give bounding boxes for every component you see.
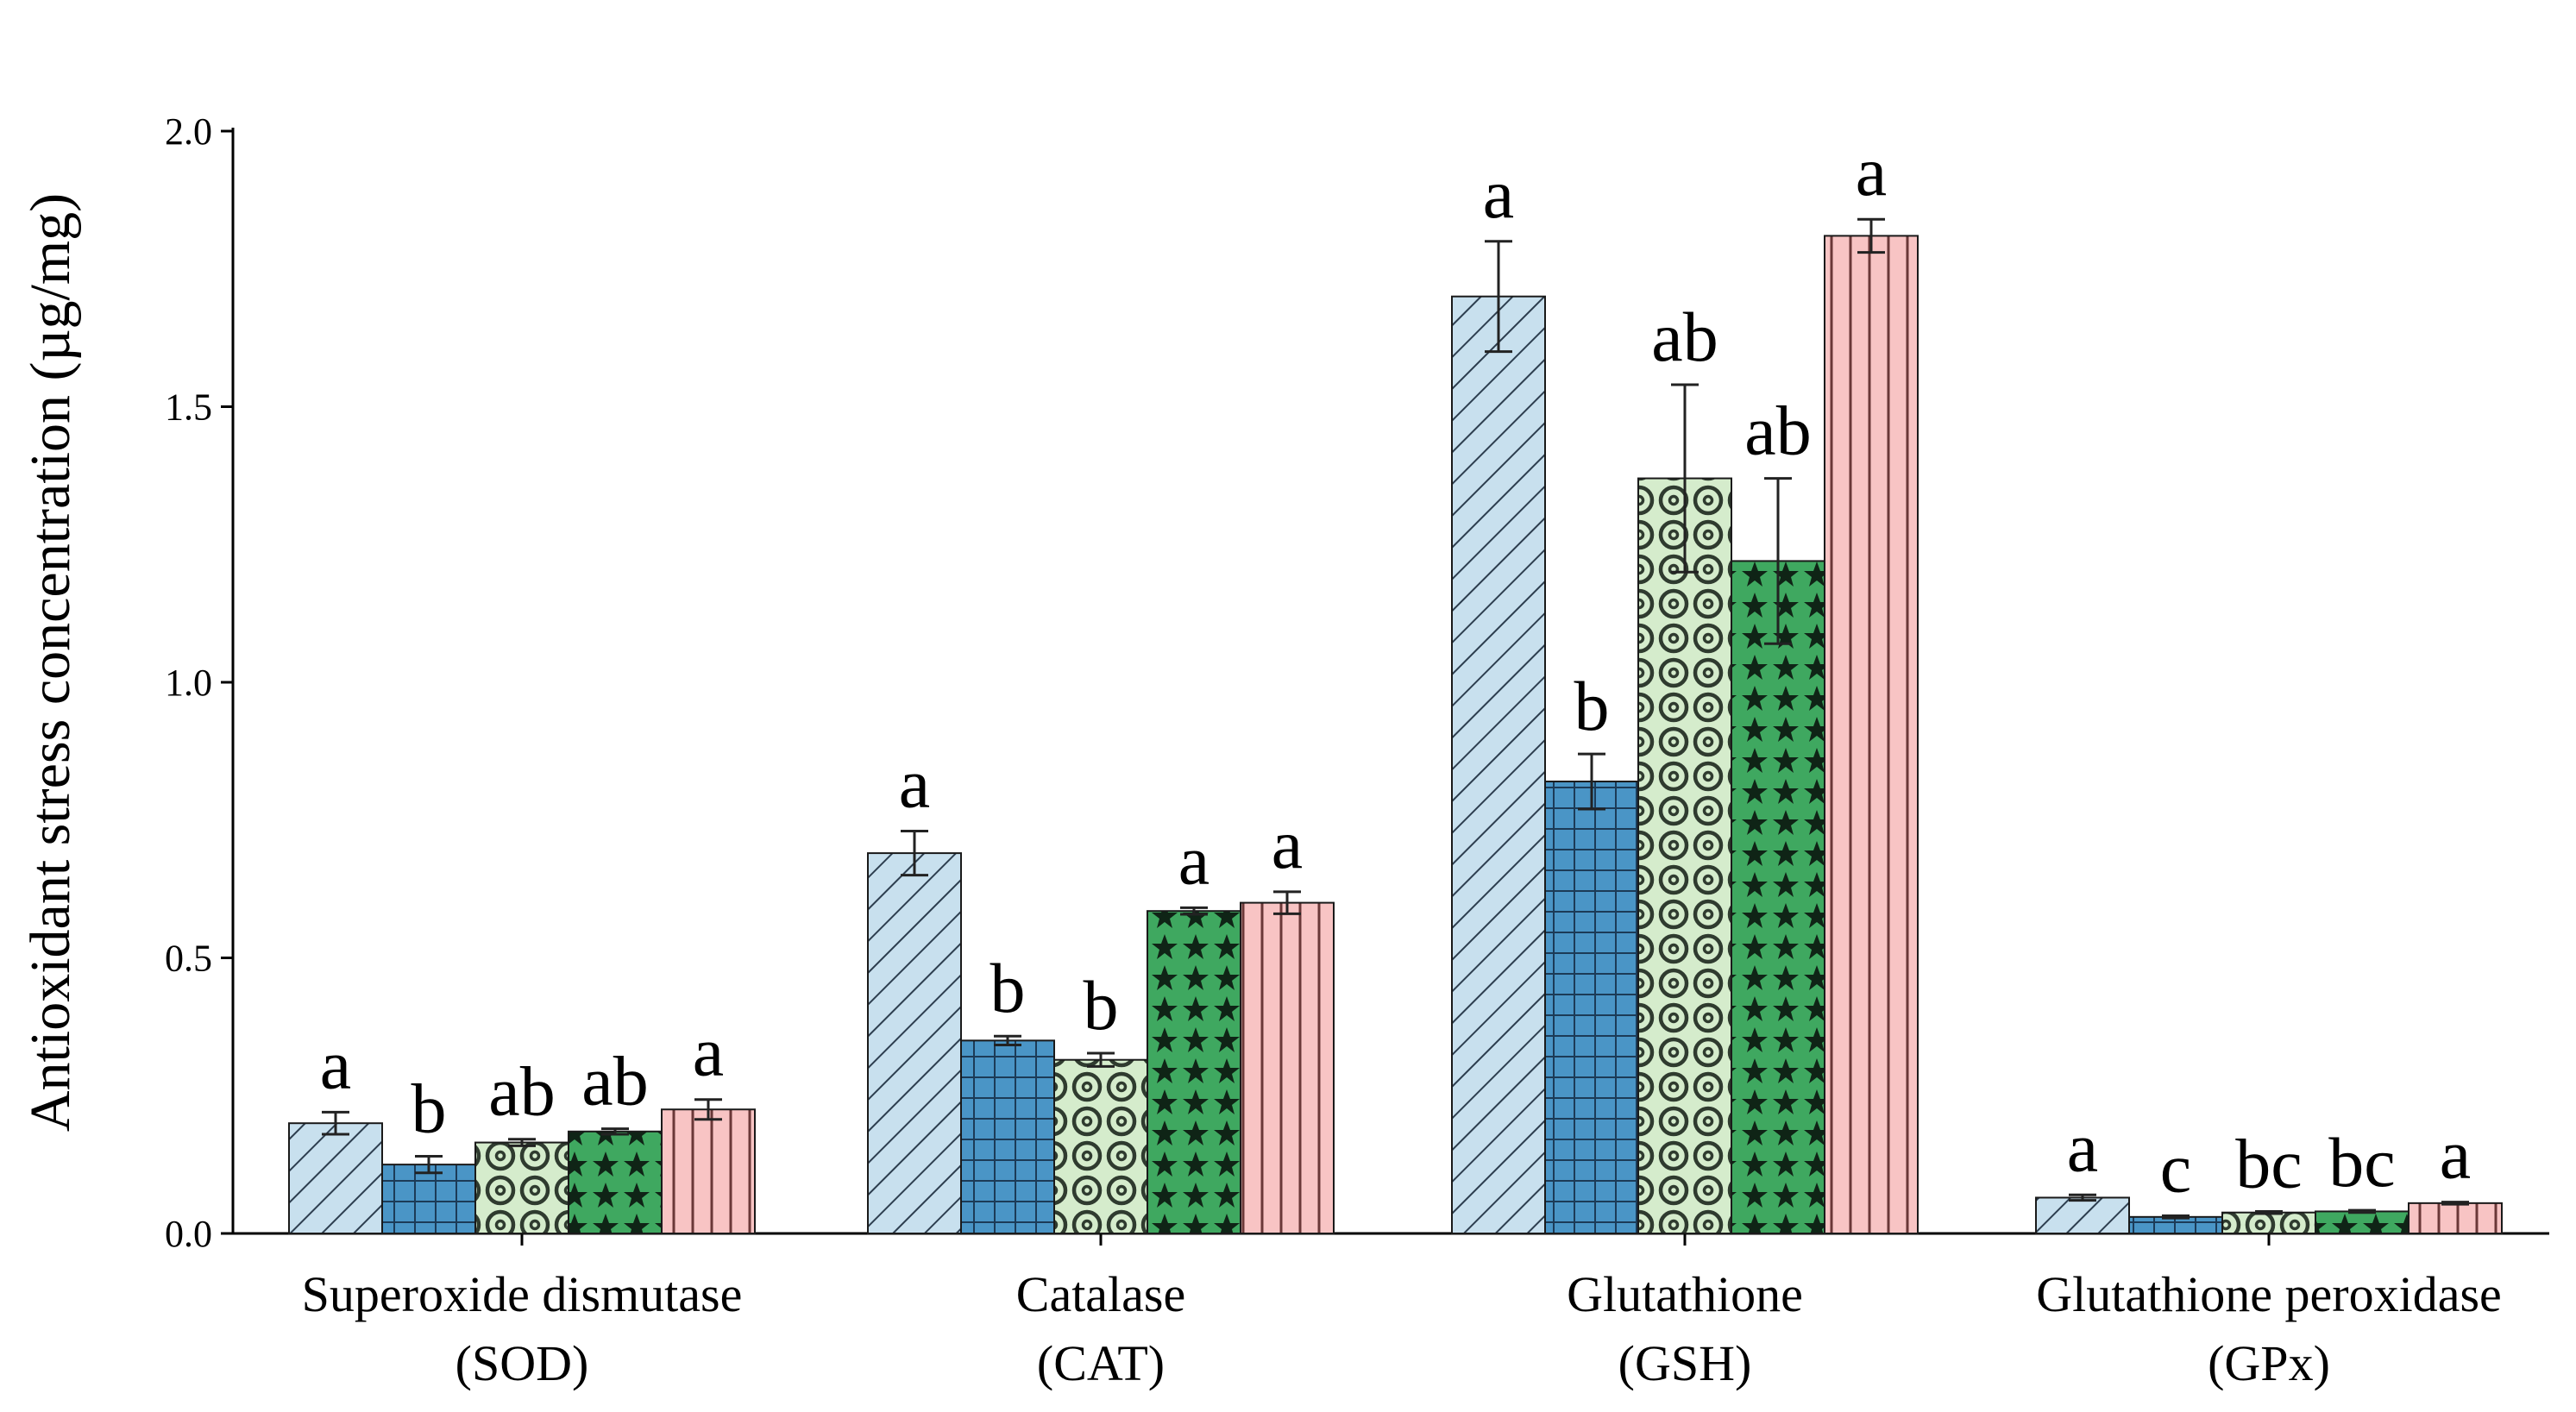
significance-label-gsh-series-3: ab	[1651, 298, 1718, 376]
significance-label-gpx-series-3: bc	[2235, 1124, 2302, 1202]
category-label-gsh-line1: Glutathione	[1567, 1266, 1803, 1322]
y-axis-label: Antioxidant stress concentration (µg/mg)	[19, 193, 82, 1132]
significance-label-sod-series-4: ab	[581, 1042, 648, 1120]
bar-sod-series-5	[661, 1108, 756, 1234]
bar-sod-series-3	[474, 1141, 569, 1234]
significance-label-cat-series-4: a	[1178, 820, 1209, 899]
bar-cat-series-5	[1240, 901, 1335, 1234]
bar-cat-series-2	[960, 1039, 1055, 1234]
y-tick-label: 2.0	[165, 110, 212, 153]
significance-label-sod-series-3: ab	[488, 1052, 555, 1131]
significance-label-sod-series-1: a	[320, 1025, 351, 1103]
bar-gsh-series-4	[1731, 560, 1825, 1234]
bar-gpx-series-5	[2408, 1202, 2503, 1234]
significance-label-gsh-series-5: a	[1856, 132, 1887, 210]
significance-label-gsh-series-2: b	[1574, 667, 1610, 745]
category-label-sod-line1: Superoxide dismutase	[302, 1266, 743, 1322]
y-tick-label: 0.5	[165, 938, 212, 980]
bar-gpx-series-4	[2315, 1210, 2410, 1234]
bar-sod-series-2	[381, 1164, 476, 1234]
category-label-gpx-line1: Glutathione peroxidase	[2036, 1266, 2502, 1322]
bar-gpx-series-2	[2128, 1215, 2223, 1234]
bar-gsh-series-2	[1544, 781, 1639, 1234]
bar-cat-series-4	[1147, 910, 1241, 1235]
bar-gsh-series-3	[1637, 477, 1732, 1234]
category-label-gpx-line2: (GPx)	[2208, 1335, 2330, 1391]
bar-gsh-series-1	[1451, 295, 1546, 1235]
significance-label-gsh-series-1: a	[1483, 154, 1514, 233]
significance-label-cat-series-2: b	[990, 949, 1026, 1027]
significance-label-gpx-series-1: a	[2067, 1108, 2098, 1186]
y-tick-label: 1.0	[165, 662, 212, 704]
bar-cat-series-3	[1053, 1058, 1148, 1234]
significance-label-gpx-series-2: c	[2160, 1129, 2191, 1208]
significance-label-cat-series-5: a	[1272, 805, 1303, 883]
category-label-cat-line2: (CAT)	[1037, 1335, 1165, 1391]
bar-sod-series-4	[568, 1130, 663, 1235]
significance-label-gpx-series-4: bc	[2328, 1123, 2395, 1202]
significance-label-sod-series-5: a	[693, 1013, 724, 1091]
bar-gsh-series-5	[1824, 235, 1919, 1234]
category-label-gsh-line2: (GSH)	[1618, 1335, 1752, 1391]
category-label-sod-line2: (SOD)	[456, 1335, 589, 1391]
bar-gpx-series-1	[2035, 1196, 2130, 1234]
y-tick-label: 1.5	[165, 386, 212, 429]
bar-cat-series-1	[867, 852, 962, 1235]
significance-label-cat-series-1: a	[899, 744, 930, 823]
y-tick-label: 0.0	[165, 1213, 212, 1255]
significance-label-cat-series-3: b	[1084, 966, 1119, 1045]
category-label-cat-line1: Catalase	[1016, 1266, 1185, 1322]
bar-sod-series-1	[288, 1122, 383, 1234]
significance-label-gsh-series-4: ab	[1744, 392, 1811, 470]
significance-label-gpx-series-5: a	[2440, 1115, 2471, 1194]
bar-gpx-series-3	[2221, 1211, 2316, 1235]
significance-label-sod-series-2: b	[412, 1070, 447, 1148]
